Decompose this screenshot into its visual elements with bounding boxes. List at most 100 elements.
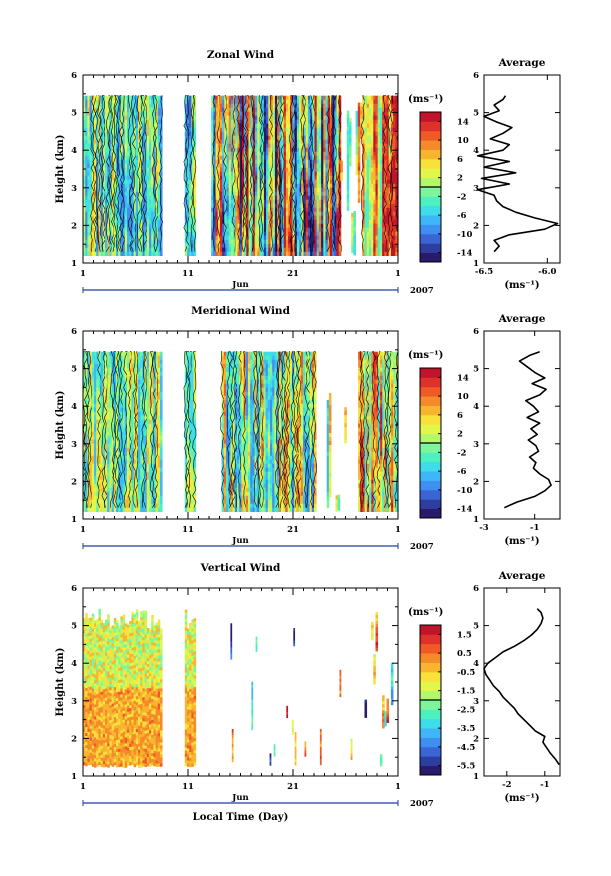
- heatmap-cell: [334, 223, 337, 228]
- heatmap-cell: [239, 139, 243, 144]
- heatmap-cell: [303, 147, 307, 152]
- heatmap-cell: [226, 207, 230, 212]
- heatmap-cell: [377, 171, 381, 176]
- heatmap-cell: [338, 103, 342, 108]
- heatmap-cell: [241, 227, 245, 232]
- heatmap-cell: [393, 155, 396, 160]
- heatmap-cell: [270, 123, 274, 128]
- heatmap-cell: [329, 223, 333, 228]
- heatmap-cell: [184, 223, 188, 228]
- heatmap-cell: [213, 195, 216, 200]
- heatmap-cell: [305, 227, 309, 232]
- heatmap-cell: [235, 99, 238, 104]
- heatmap-cell: [263, 227, 267, 232]
- heatmap-cell: [301, 211, 304, 216]
- heatmap-cell: [113, 119, 117, 124]
- heatmap-cell: [261, 99, 265, 104]
- heatmap-cell: [321, 155, 324, 160]
- heatmap-cell: [283, 171, 287, 176]
- heatmap-cell: [257, 159, 260, 164]
- heatmap-cell: [213, 235, 216, 240]
- heatmap-cell: [332, 199, 335, 204]
- heatmap-cell: [386, 151, 390, 156]
- heatmap-cell: [94, 131, 97, 136]
- heatmap-cell: [336, 123, 340, 128]
- heatmap-cell: [248, 247, 252, 252]
- heatmap-cell: [91, 215, 95, 220]
- heatmap-cell: [346, 170, 350, 175]
- contour-line: [390, 95, 394, 252]
- heatmap-cell: [303, 195, 307, 200]
- heatmap-cell: [266, 239, 269, 244]
- heatmap-cell: [142, 183, 145, 188]
- heatmap-cell: [377, 243, 381, 248]
- heatmap-cell: [109, 119, 112, 124]
- heatmap-cell: [120, 187, 123, 192]
- heatmap-cell: [272, 243, 276, 248]
- heatmap-cell: [283, 115, 287, 120]
- heatmap-cell: [362, 99, 365, 104]
- heatmap-cell: [109, 111, 112, 116]
- heatmap-cell: [318, 187, 322, 192]
- heatmap-cell: [375, 219, 379, 224]
- heatmap-cell: [155, 143, 159, 148]
- heatmap-cell: [120, 119, 123, 124]
- heatmap-cell: [305, 231, 309, 236]
- heatmap-cell: [233, 123, 236, 128]
- heatmap-cell: [288, 95, 291, 100]
- heatmap-cell: [395, 191, 398, 196]
- heatmap-cell: [371, 223, 374, 228]
- heatmap-cell: [138, 159, 141, 164]
- heatmap-cell: [193, 175, 197, 180]
- heatmap-cell: [377, 135, 381, 140]
- heatmap-cell: [153, 103, 156, 108]
- heatmap-cell: [388, 119, 392, 124]
- heatmap-cell: [100, 123, 104, 128]
- heatmap-cell: [303, 159, 307, 164]
- heatmap-cell: [263, 215, 267, 220]
- heatmap-cell: [116, 143, 119, 148]
- heatmap-cell: [135, 127, 139, 132]
- heatmap-cell: [133, 223, 137, 228]
- heatmap-cell: [382, 131, 385, 136]
- heatmap-cell: [305, 99, 309, 104]
- heatmap-cell: [299, 219, 302, 224]
- heatmap-cell: [124, 187, 128, 192]
- heatmap-cell: [100, 155, 104, 160]
- heatmap-cell: [219, 143, 223, 148]
- heatmap-cell: [226, 203, 230, 208]
- heatmap-cell: [368, 227, 372, 232]
- heatmap-cell: [98, 235, 101, 240]
- heatmap-cell: [281, 147, 285, 152]
- heatmap-cell: [248, 199, 252, 204]
- heatmap-cell: [301, 107, 304, 112]
- heatmap-cell: [226, 175, 230, 180]
- heatmap-cell: [307, 207, 311, 212]
- heatmap-cell: [135, 235, 139, 240]
- heatmap-cell: [109, 175, 112, 180]
- heatmap-cell: [193, 107, 197, 112]
- heatmap-cell: [312, 183, 315, 188]
- heatmap-cell: [321, 143, 324, 148]
- heatmap-cell: [368, 103, 372, 108]
- heatmap-cell: [279, 191, 282, 196]
- heatmap-cell: [357, 190, 361, 195]
- heatmap-cell: [368, 123, 372, 128]
- heatmap-cell: [353, 223, 356, 228]
- heatmap-cell: [355, 146, 359, 152]
- heatmap-cell: [102, 227, 106, 232]
- heatmap-cell: [393, 95, 396, 100]
- heatmap-cell: [129, 167, 132, 172]
- heatmap-cell: [140, 223, 143, 228]
- heatmap-cell: [149, 115, 152, 120]
- heatmap-cell: [94, 163, 97, 168]
- heatmap-cell: [127, 171, 130, 176]
- heatmap-cell: [268, 243, 271, 248]
- heatmap-cell: [346, 174, 350, 179]
- heatmap-cell: [261, 183, 265, 188]
- heatmap-cell: [384, 211, 387, 216]
- heatmap-cell: [281, 231, 285, 236]
- heatmap-cell: [277, 187, 280, 192]
- heatmap-cell: [279, 143, 282, 148]
- heatmap-cell: [329, 175, 333, 180]
